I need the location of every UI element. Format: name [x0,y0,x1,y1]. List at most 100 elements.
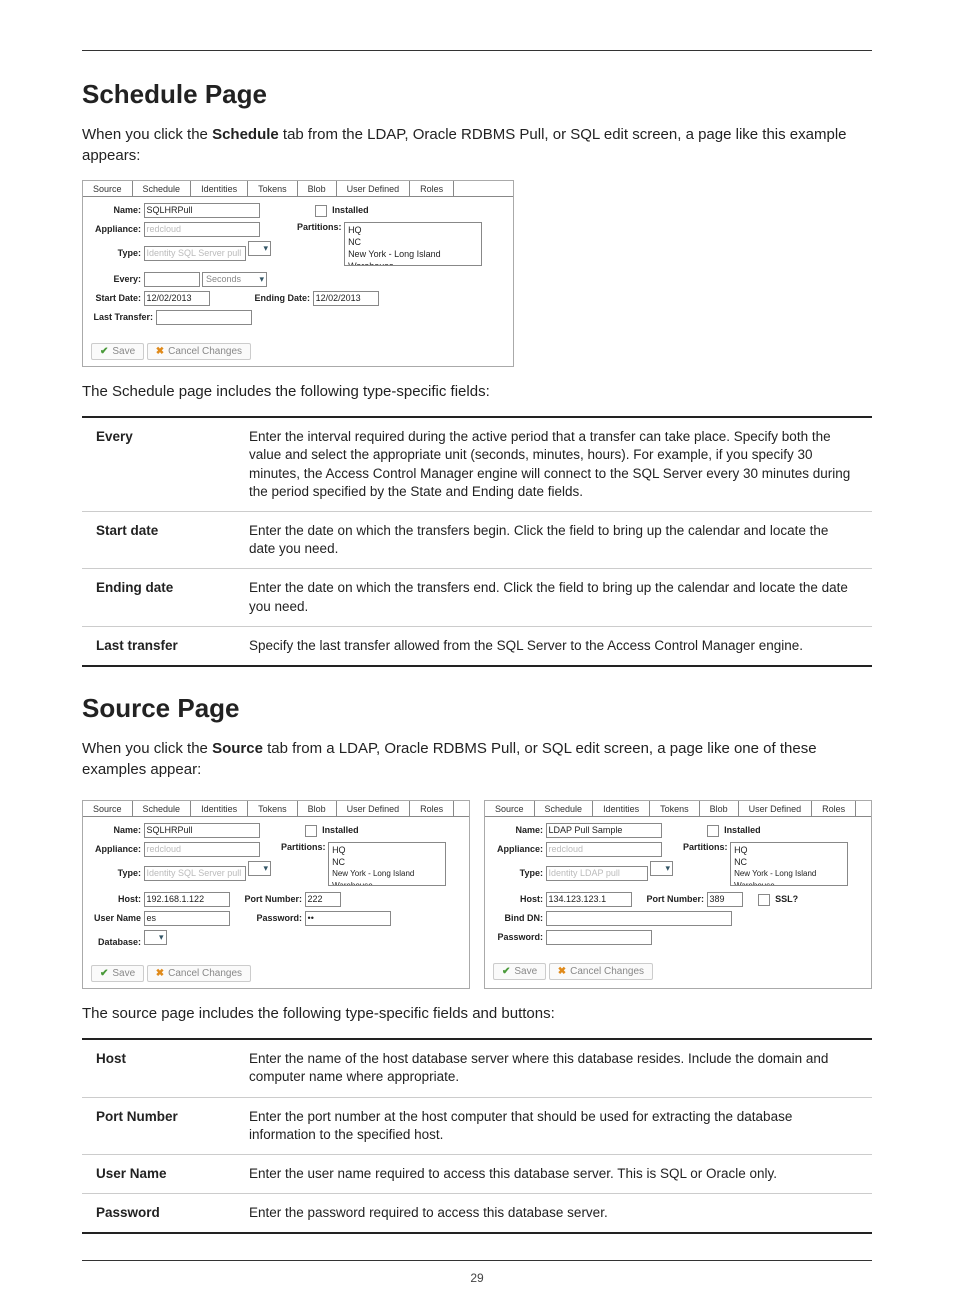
list-item: NC [734,856,844,868]
tab[interactable]: Identities [593,801,650,816]
partitions-list[interactable]: HQ NC New York - Long Island Warehouse [328,842,446,886]
tab[interactable]: Schedule [133,801,192,816]
appliance-input[interactable]: redcloud [144,842,260,857]
page-number: 29 [82,1271,872,1285]
partitions-list[interactable]: HQ NC New York - Long Island Warehouse [730,842,848,886]
tab[interactable]: Identities [191,801,248,816]
every-label: Every: [91,274,141,284]
tab[interactable]: Blob [298,181,337,196]
tab[interactable]: Source [83,801,133,816]
check-icon: ✔ [502,966,510,977]
field-desc: Enter the name of the host database serv… [235,1039,872,1097]
tab[interactable]: Blob [700,801,739,816]
ssl-label: SSL? [775,894,798,904]
port-input[interactable]: 222 [305,892,341,907]
tab[interactable]: Identities [191,181,248,196]
ending-input[interactable]: 12/02/2013 [313,291,379,306]
every-input[interactable] [144,272,200,287]
list-item: NC [348,236,478,248]
list-item: HQ [348,224,478,236]
start-input[interactable]: 12/02/2013 [144,291,210,306]
start-label: Start Date: [91,293,141,303]
field-desc: Enter the port number at the host comput… [235,1097,872,1154]
type-input[interactable]: Identity SQL Server pull [144,246,246,261]
bind-input[interactable] [546,911,732,926]
user-input[interactable]: es [144,911,230,926]
type-dropdown[interactable] [248,861,271,876]
type-input[interactable]: Identity SQL Server pull [144,866,246,881]
tab[interactable]: Roles [410,801,454,816]
appliance-input[interactable]: redcloud [144,222,260,237]
tab[interactable]: Tokens [650,801,700,816]
type-dropdown[interactable] [248,241,271,256]
installed-check[interactable] [707,825,719,837]
tab[interactable]: Schedule [535,801,594,816]
source-heading: Source Page [82,693,872,724]
list-item: HQ [734,844,844,856]
text: When you click the [82,740,212,757]
tab[interactable]: Roles [410,181,454,196]
name-input[interactable]: LDAP Pull Sample [546,823,662,838]
name-input[interactable]: SQLHRPull [144,203,260,218]
pass-input[interactable]: •• [305,911,391,926]
ssl-check[interactable] [758,894,770,906]
list-item: New York - Long Island Warehouse [734,868,844,886]
source-screenshot-sql: Source Schedule Identities Tokens Blob U… [82,800,470,989]
type-dropdown[interactable] [650,861,673,876]
bold: Source [212,740,263,757]
field-name: Host [82,1039,235,1097]
bold: Schedule [212,126,279,143]
list-item: HQ [332,844,442,856]
save-button[interactable]: ✔Save [493,963,546,980]
field-desc: Specify the last transfer allowed from t… [235,626,872,666]
installed-check[interactable] [305,825,317,837]
partitions-list[interactable]: HQ NC New York - Long Island Warehouse [344,222,482,266]
pass-input[interactable] [546,930,652,945]
save-button[interactable]: ✔Save [91,343,144,360]
bottom-rule [82,1260,872,1261]
save-label: Save [112,968,135,979]
cancel-label: Cancel Changes [570,966,644,977]
schedule-table: EveryEnter the interval required during … [82,416,872,667]
field-name: Ending date [82,569,235,626]
type-label: Type: [91,248,141,258]
installed-label: Installed [724,825,761,835]
type-input[interactable]: Identity LDAP pull [546,866,648,881]
host-input[interactable]: 192.168.1.122 [144,892,230,907]
check-icon: ✔ [100,968,108,979]
source-screenshot-ldap: Source Schedule Identities Tokens Blob U… [484,800,872,989]
cancel-button[interactable]: ✖Cancel Changes [147,343,251,360]
tab[interactable]: Schedule [133,181,192,196]
save-button[interactable]: ✔ Save [91,965,144,982]
bind-label: Bind DN: [493,913,543,923]
source-table: HostEnter the name of the host database … [82,1038,872,1234]
host-label: Host: [91,894,141,904]
port-input[interactable]: 389 [707,892,743,907]
name-input[interactable]: SQLHRPull [144,823,260,838]
host-label: Host: [493,894,543,904]
user-label: User Name [91,913,141,923]
source-intro: When you click the Source tab from a LDA… [82,738,872,780]
appliance-input[interactable]: redcloud [546,842,662,857]
name-label: Name: [493,825,543,835]
tab[interactable]: Tokens [248,801,298,816]
tab[interactable]: User Defined [337,181,411,196]
tab[interactable]: Blob [298,801,337,816]
host-input[interactable]: 134.123.123.1 [546,892,632,907]
last-input[interactable] [156,310,252,325]
tab[interactable]: Source [485,801,535,816]
field-name: Last transfer [82,626,235,666]
field-name: Password [82,1194,235,1234]
cancel-button[interactable]: ✖Cancel Changes [549,963,653,980]
installed-check[interactable] [315,205,327,217]
cancel-button[interactable]: ✖Cancel Changes [147,965,251,982]
type-label: Type: [493,868,543,878]
appliance-label: Appliance: [91,224,141,234]
db-select[interactable] [144,930,167,945]
tab[interactable]: User Defined [337,801,411,816]
tab[interactable]: Source [83,181,133,196]
tab[interactable]: User Defined [739,801,813,816]
tab[interactable]: Roles [812,801,856,816]
tab[interactable]: Tokens [248,181,298,196]
every-unit-select[interactable]: Seconds [202,272,267,287]
